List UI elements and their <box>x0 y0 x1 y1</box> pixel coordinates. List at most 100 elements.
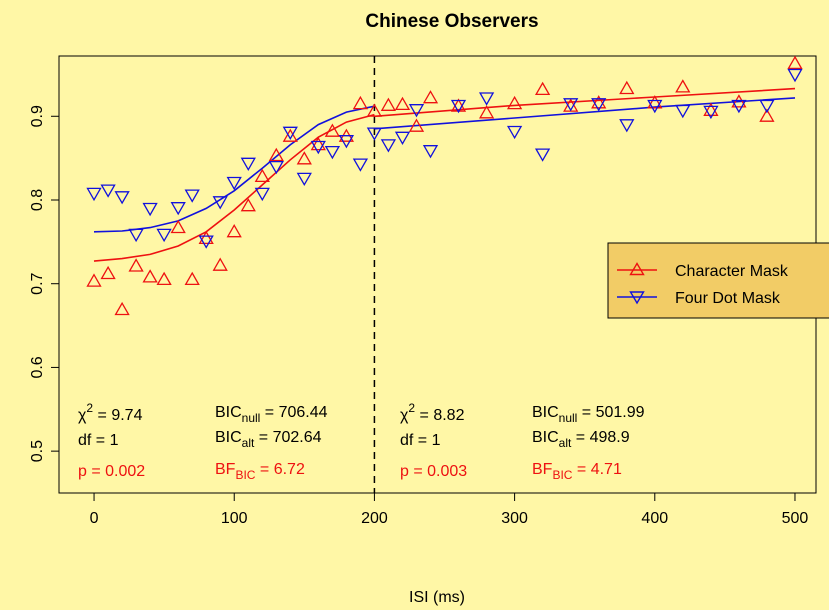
point-character-mask <box>422 90 439 104</box>
point-character-mask <box>212 257 228 271</box>
point-four-dot-mask <box>506 125 523 140</box>
point-character-mask <box>142 269 158 283</box>
point-four-dot-mask <box>408 104 425 118</box>
point-character-mask <box>282 128 298 142</box>
point-character-mask <box>380 97 397 111</box>
point-four-dot-mask <box>366 127 383 141</box>
point-character-mask <box>156 271 172 286</box>
p-value-right: p = 0.003 <box>400 463 467 480</box>
legend-label-four-dot-mask: Four Dot Mask <box>675 290 781 307</box>
bic-alt-right: BICalt = 498.9 <box>532 429 630 450</box>
fit-line <box>93 105 375 233</box>
point-character-mask <box>647 95 663 109</box>
point-character-mask <box>184 271 200 286</box>
point-four-dot-mask <box>212 196 228 210</box>
legend-label-character-mask: Character Mask <box>675 263 789 280</box>
point-character-mask <box>114 301 130 316</box>
point-four-dot-mask <box>338 135 355 149</box>
point-four-dot-mask <box>731 99 747 114</box>
point-character-mask <box>703 102 719 116</box>
x-tick-label: 400 <box>641 510 668 527</box>
point-four-dot-mask <box>254 187 270 202</box>
point-four-dot-mask <box>675 104 691 119</box>
x-axis: 0 100 200 300 400 500 <box>90 492 809 527</box>
point-character-mask <box>759 108 775 122</box>
point-four-dot-mask <box>619 119 635 133</box>
fit-lines <box>93 87 796 262</box>
stats-left: χ2 = 9.74 df = 1 p = 0.002 BICnull = 706… <box>78 401 328 482</box>
point-four-dot-mask <box>184 189 200 203</box>
point-four-dot-mask <box>591 98 607 112</box>
point-character-mask <box>226 223 242 238</box>
point-character-mask <box>366 103 383 117</box>
legend-marker-four-dot-mask <box>629 291 645 305</box>
point-character-mask <box>254 168 270 183</box>
stats-right: χ2 = 8.82 df = 1 p = 0.003 BICnull = 501… <box>400 401 645 482</box>
point-four-dot-mask <box>282 126 298 141</box>
point-four-dot-mask <box>394 131 411 146</box>
x-tick-label: 200 <box>361 510 388 527</box>
point-character-mask <box>170 219 186 234</box>
y-tick-label: 0.5 <box>29 440 46 462</box>
point-four-dot-mask <box>156 228 172 243</box>
x-axis-label: ISI (ms) <box>409 589 465 606</box>
point-four-dot-mask <box>128 228 144 243</box>
point-character-mask <box>408 118 425 132</box>
point-character-mask <box>198 230 214 245</box>
legend-marker-character-mask <box>629 262 645 276</box>
point-four-dot-mask <box>240 157 256 172</box>
x-tick-label: 500 <box>782 510 809 527</box>
point-four-dot-mask <box>324 145 341 160</box>
point-character-mask <box>100 265 116 280</box>
fit-line <box>374 87 796 118</box>
x-tick-label: 0 <box>90 510 99 527</box>
point-character-mask <box>619 80 635 95</box>
legend-box <box>607 242 829 319</box>
point-four-dot-mask <box>352 158 369 172</box>
bic-null-left: BICnull = 706.44 <box>215 404 328 425</box>
chi-square-right: χ2 = 8.82 <box>400 401 465 424</box>
point-four-dot-mask <box>142 202 158 217</box>
point-four-dot-mask <box>422 145 439 159</box>
point-character-mask <box>310 136 326 151</box>
point-four-dot-mask <box>534 148 551 162</box>
df-right: df = 1 <box>400 432 441 449</box>
x-tick-label: 100 <box>221 510 248 527</box>
point-character-mask <box>731 94 747 108</box>
point-character-mask <box>394 96 411 111</box>
fit-line <box>374 97 796 130</box>
p-value-left: p = 0.002 <box>78 463 145 480</box>
point-four-dot-mask <box>198 235 214 249</box>
point-four-dot-mask <box>310 140 326 155</box>
point-four-dot-mask <box>703 105 719 120</box>
point-character-mask <box>534 81 551 96</box>
y-tick-label: 0.9 <box>29 105 46 127</box>
point-four-dot-mask <box>226 176 242 191</box>
y-axis: 0.5 0.6 0.7 0.8 0.9 <box>29 105 60 462</box>
point-four-dot-mask <box>380 139 397 153</box>
point-four-dot-mask <box>450 99 467 114</box>
point-four-dot-mask <box>647 99 663 114</box>
point-character-mask <box>787 55 803 70</box>
bf-bic-right: BFBIC = 4.71 <box>532 461 622 482</box>
y-tick-label: 0.7 <box>29 272 46 294</box>
point-four-dot-mask <box>478 92 495 106</box>
bic-null-right: BICnull = 501.99 <box>532 404 645 425</box>
bic-alt-left: BICalt = 702.64 <box>215 429 322 450</box>
chart-title: Chinese Observers <box>365 11 538 32</box>
point-character-mask <box>268 147 284 162</box>
point-character-mask <box>352 95 369 110</box>
df-left: df = 1 <box>78 432 119 449</box>
x-tick-label: 300 <box>501 510 528 527</box>
chi-square-left: χ2 = 9.74 <box>78 401 143 424</box>
point-four-dot-mask <box>100 184 116 198</box>
point-four-dot-mask <box>759 99 775 114</box>
point-character-mask <box>128 258 144 272</box>
data-points <box>86 55 803 316</box>
point-four-dot-mask <box>296 172 312 187</box>
point-character-mask <box>675 79 691 93</box>
point-character-mask <box>240 198 256 212</box>
point-four-dot-mask <box>86 187 102 202</box>
point-character-mask <box>478 105 495 119</box>
